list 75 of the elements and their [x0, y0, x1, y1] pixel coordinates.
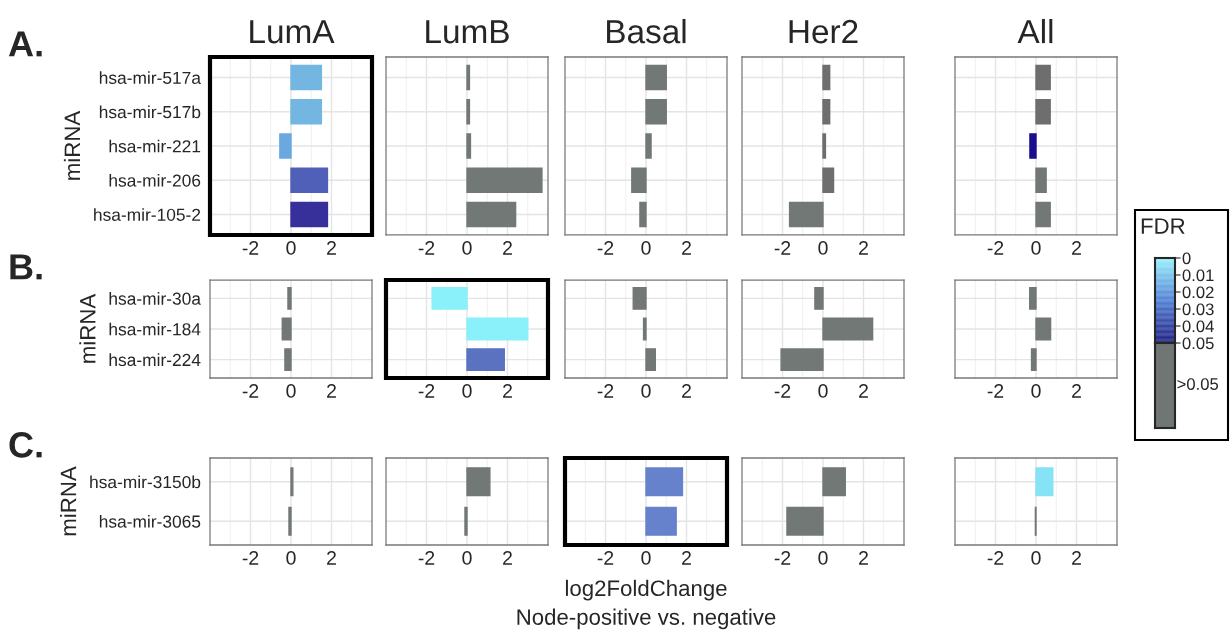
x-tick-label: 2	[859, 384, 868, 398]
text: C.	[9, 432, 42, 458]
chart-title: Basal	[607, 18, 686, 44]
x-tick-label: 2	[859, 551, 868, 565]
y-tick-label: hsa-mir-3065	[99, 514, 201, 528]
color-bar-label: 0.01	[1182, 269, 1214, 282]
x-tick-label: 0	[818, 384, 828, 398]
x-tick-label: 2	[327, 241, 336, 255]
x-tick-label: 0	[641, 384, 651, 398]
color-bar-title: FDR	[1141, 218, 1185, 234]
y-tick-label: hsa-mir-184	[109, 322, 201, 336]
x-axis-title: log2FoldChange Node-positive vs. negative	[517, 579, 776, 630]
x-tick-label: 0	[1031, 384, 1041, 398]
x-tick-label: 2	[682, 241, 691, 255]
y-axis-title: miRNA	[63, 110, 80, 180]
color-bar-label: 0.04	[1182, 320, 1214, 333]
x-tick-label: 2	[682, 384, 691, 398]
x-tick-label: 2	[859, 241, 868, 255]
x-tick-label: 2	[503, 551, 512, 565]
x-tick-label: -2	[597, 384, 614, 398]
chart-title: LumA	[250, 20, 335, 44]
x-tick-label: -2	[987, 241, 1004, 255]
x-tick-label: 2	[682, 551, 691, 565]
y-tick-label: hsa-mir-3150b	[90, 475, 201, 489]
x-tick-label: -2	[597, 551, 614, 565]
y-axis-title: miRNA	[60, 466, 77, 536]
x-tick-label: -2	[242, 241, 259, 255]
x-tick-label: 0	[641, 241, 651, 255]
x-tick-label: 0	[286, 551, 296, 565]
x-tick-label: 2	[503, 241, 512, 255]
y-axis-title: miRNA	[79, 293, 96, 363]
color-bar-label: 0	[1182, 252, 1191, 265]
text: B.	[10, 254, 42, 280]
x-tick-label: 2	[503, 384, 512, 398]
x-tick-label: 0	[641, 551, 651, 565]
chart-title: All	[1017, 18, 1053, 44]
x-tick-label: 0	[818, 551, 828, 565]
x-tick-label: 0	[1031, 551, 1041, 565]
y-tick-label: hsa-mir-221	[109, 139, 201, 153]
color-bar-label: 0.05	[1182, 337, 1214, 350]
text: A.	[8, 31, 42, 57]
x-tick-label: 0	[286, 241, 296, 255]
color-bar-label: 0.03	[1182, 303, 1214, 316]
y-tick-label: hsa-mir-105-2	[94, 208, 201, 221]
x-tick-label: 0	[462, 241, 472, 255]
x-tick-label: -2	[774, 551, 791, 565]
x-tick-label: 0	[286, 384, 296, 398]
y-tick-label: hsa-mir-224	[109, 353, 201, 367]
x-tick-label: -2	[774, 384, 791, 398]
x-tick-label: 2	[327, 551, 336, 565]
y-tick-label: hsa-mir-517a	[99, 71, 201, 84]
y-tick-label: hsa-mir-517b	[99, 105, 201, 119]
x-tick-label: -2	[418, 384, 435, 398]
x-tick-label: -2	[418, 551, 435, 565]
color-bar-label: 0.02	[1182, 286, 1214, 299]
x-tick-label: 0	[462, 551, 472, 565]
x-tick-label: -2	[242, 551, 259, 565]
x-tick-label: 2	[1072, 384, 1081, 398]
x-tick-label: -2	[774, 241, 791, 255]
x-tick-label: -2	[597, 241, 614, 255]
x-tick-label: 0	[462, 384, 472, 398]
chart-title: Her2	[789, 19, 858, 44]
x-tick-label: 2	[1072, 241, 1081, 255]
x-tick-label: -2	[987, 384, 1004, 398]
x-tick-label: -2	[987, 551, 1004, 565]
x-tick-label: -2	[242, 384, 259, 398]
x-tick-label: 0	[818, 241, 828, 255]
chart-title: LumB	[426, 20, 509, 44]
x-tick-label: 2	[327, 384, 336, 398]
x-tick-label: 0	[1031, 241, 1041, 255]
x-tick-label: -2	[418, 241, 435, 255]
y-tick-label: hsa-mir-206	[109, 173, 201, 187]
y-tick-label: hsa-mir-30a	[109, 292, 201, 305]
text: >0.05	[1177, 378, 1219, 390]
x-tick-label: 2	[1072, 551, 1081, 565]
